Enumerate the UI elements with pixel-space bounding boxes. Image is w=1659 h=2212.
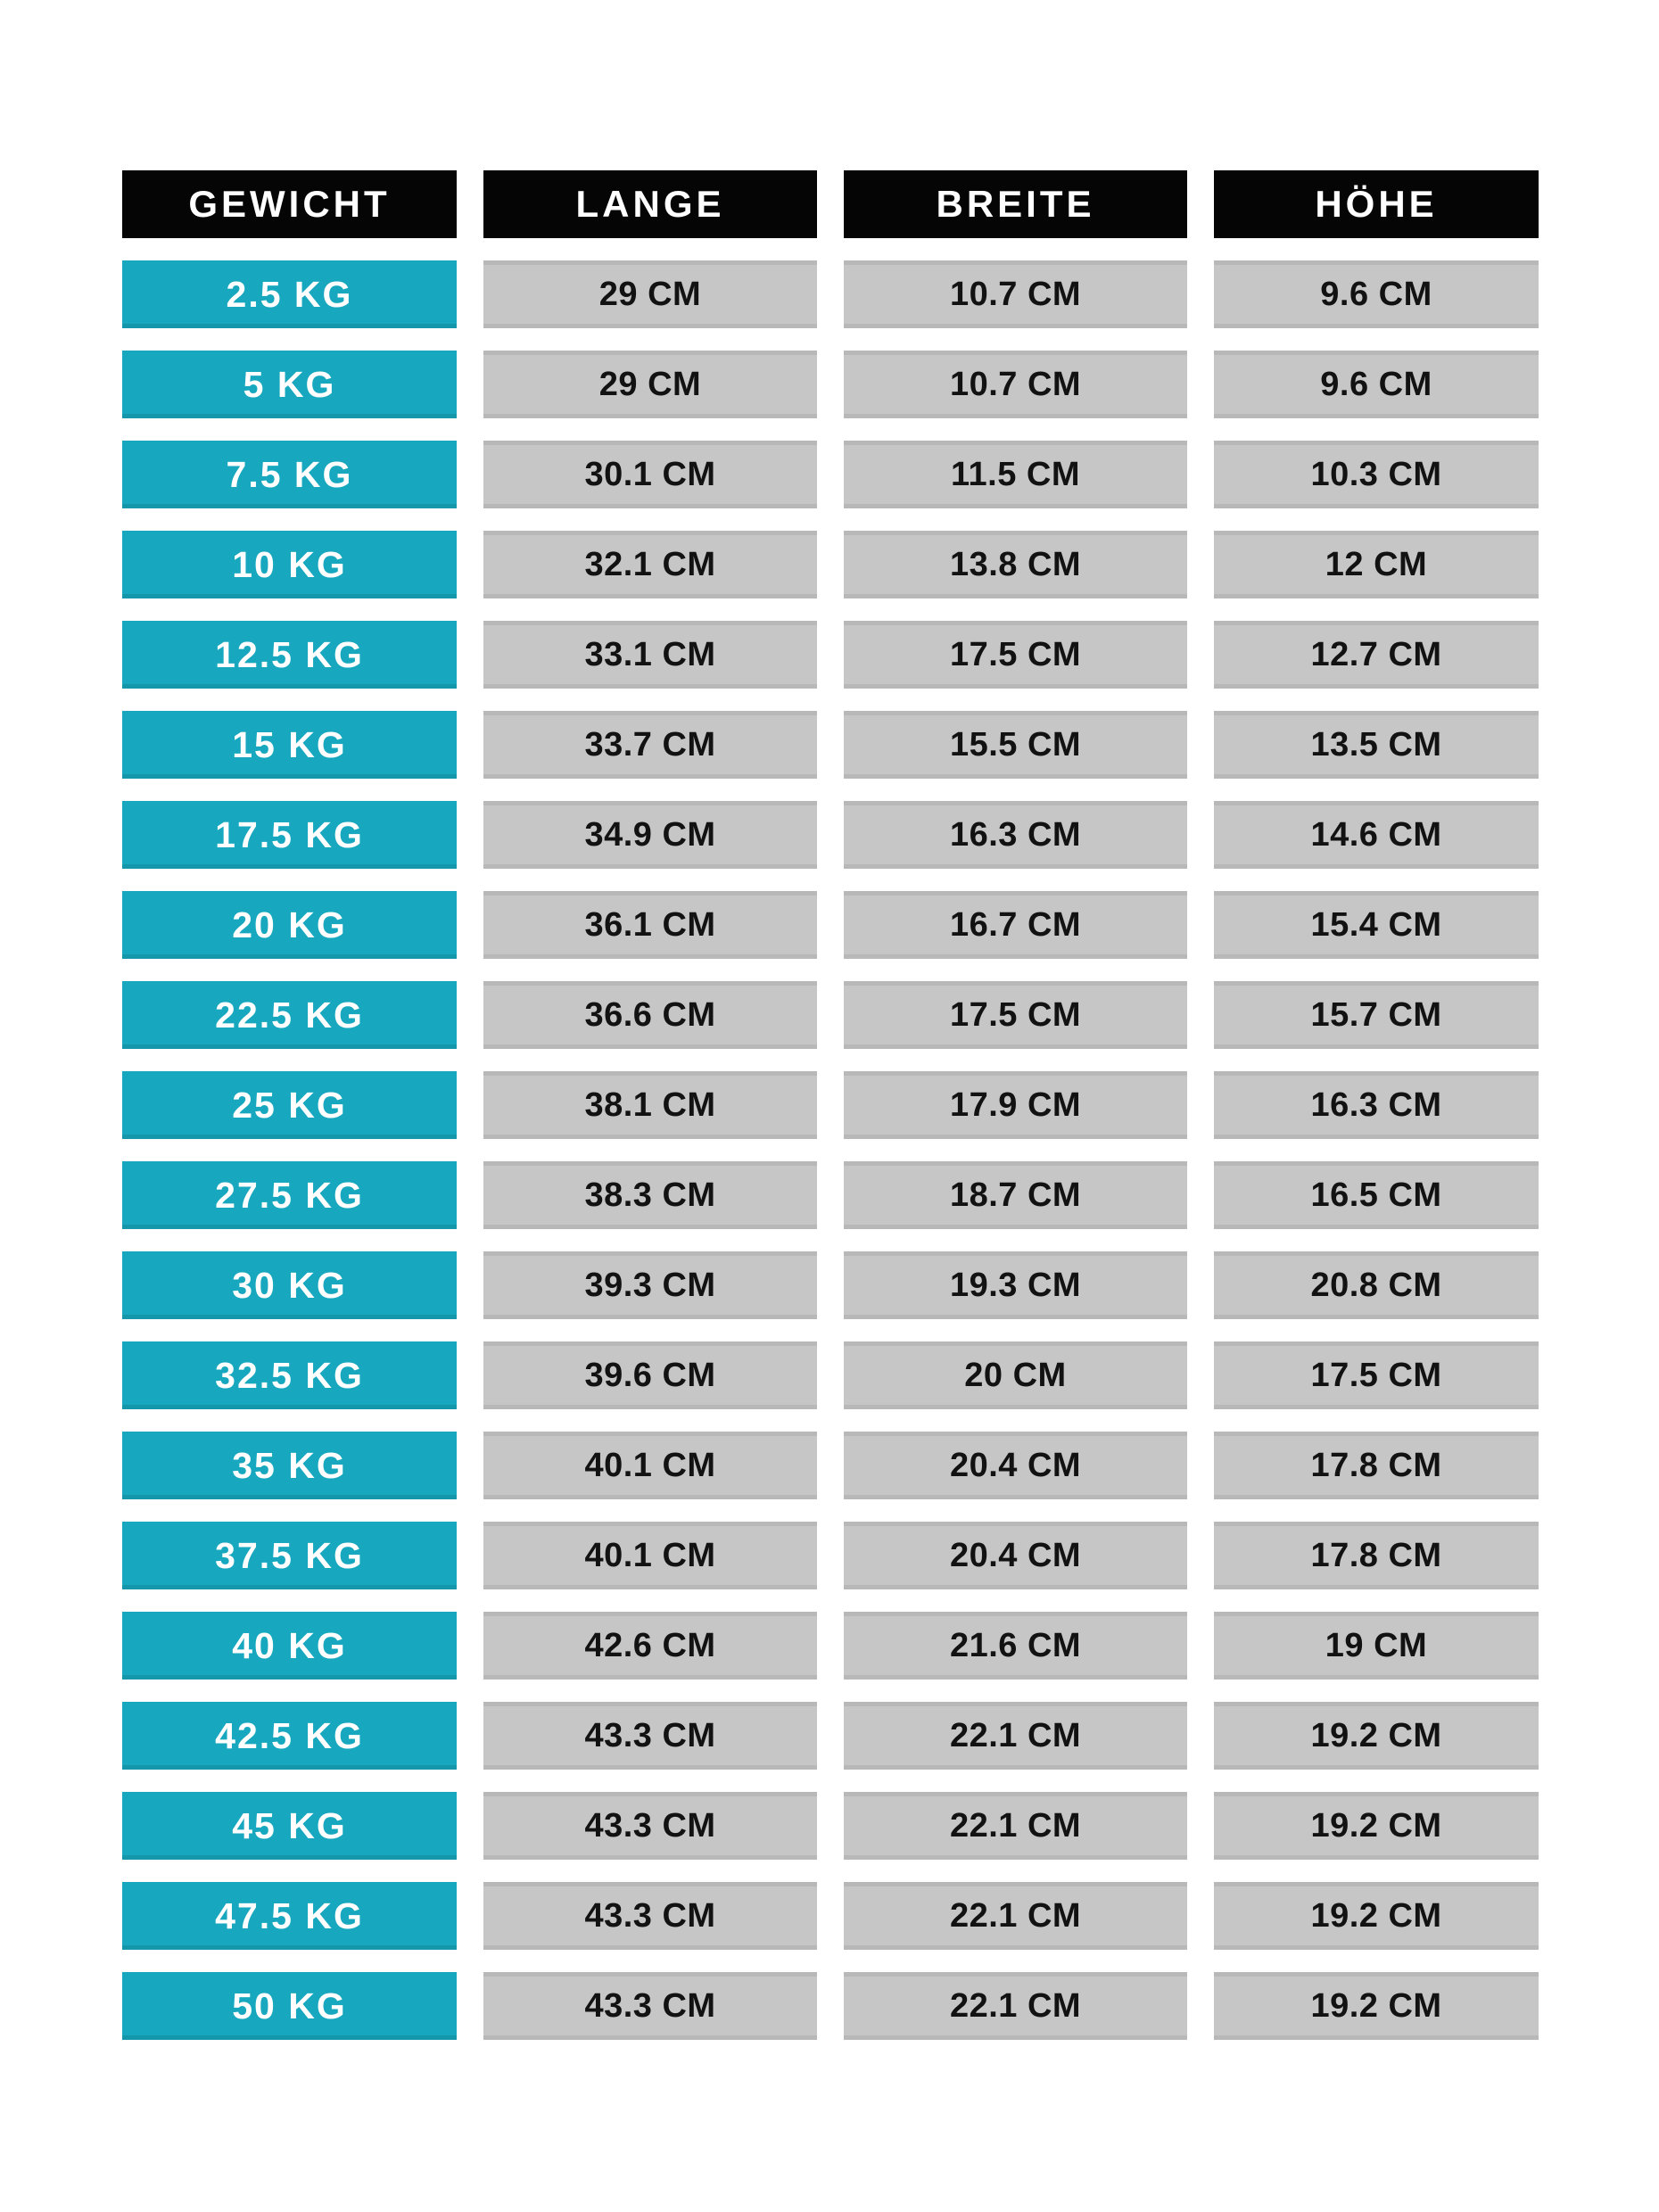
dimension-cell-lange: 39.6 CM	[483, 1341, 817, 1409]
dimension-cell-hohe: 19.2 CM	[1214, 1882, 1539, 1950]
dimension-cell-breite: 19.3 CM	[844, 1251, 1187, 1319]
weight-cell: 15 KG	[122, 711, 457, 779]
weight-cell: 25 KG	[122, 1071, 457, 1139]
dimension-cell-breite: 15.5 CM	[844, 711, 1187, 779]
dimension-cell-lange: 43.3 CM	[483, 1702, 817, 1770]
dimension-cell-breite: 20 CM	[844, 1341, 1187, 1409]
weight-cell: 32.5 KG	[122, 1341, 457, 1409]
column-header-hohe: HÖHE	[1214, 170, 1539, 238]
dumbbell-dimensions-table: GEWICHT LANGE BREITE HÖHE 2.5 KG 29 CM 10.7 CM…	[122, 170, 1539, 2040]
weight-cell: 47.5 KG	[122, 1882, 457, 1950]
dimension-cell-hohe: 14.6 CM	[1214, 801, 1539, 869]
dimension-cell-lange: 38.1 CM	[483, 1071, 817, 1139]
dimension-cell-hohe: 19.2 CM	[1214, 1972, 1539, 2040]
dimension-cell-breite: 20.4 CM	[844, 1522, 1187, 1589]
dimension-cell-hohe: 10.3 CM	[1214, 441, 1539, 508]
dimension-cell-lange: 36.6 CM	[483, 981, 817, 1049]
dimension-cell-breite: 22.1 CM	[844, 1792, 1187, 1860]
weight-cell: 12.5 KG	[122, 621, 457, 689]
dimension-cell-hohe: 15.4 CM	[1214, 891, 1539, 959]
dimension-cell-breite: 10.7 CM	[844, 260, 1187, 328]
weight-cell: 2.5 KG	[122, 260, 457, 328]
column-header-breite: BREITE	[844, 170, 1187, 238]
dimension-cell-hohe: 15.7 CM	[1214, 981, 1539, 1049]
weight-cell: 20 KG	[122, 891, 457, 959]
dimension-cell-lange: 33.7 CM	[483, 711, 817, 779]
weight-cell: 45 KG	[122, 1792, 457, 1860]
dimension-cell-lange: 43.3 CM	[483, 1792, 817, 1860]
dimension-cell-lange: 36.1 CM	[483, 891, 817, 959]
dimension-cell-hohe: 19 CM	[1214, 1612, 1539, 1680]
column-header-gewicht: GEWICHT	[122, 170, 457, 238]
weight-cell: 27.5 KG	[122, 1161, 457, 1229]
dimension-cell-hohe: 16.5 CM	[1214, 1161, 1539, 1229]
dimension-cell-lange: 30.1 CM	[483, 441, 817, 508]
dimension-cell-lange: 40.1 CM	[483, 1432, 817, 1499]
weight-cell: 17.5 KG	[122, 801, 457, 869]
dimension-cell-breite: 16.7 CM	[844, 891, 1187, 959]
weight-cell: 22.5 KG	[122, 981, 457, 1049]
weight-cell: 5 KG	[122, 351, 457, 418]
dimension-cell-breite: 21.6 CM	[844, 1612, 1187, 1680]
dimension-cell-lange: 38.3 CM	[483, 1161, 817, 1229]
dimension-cell-hohe: 17.8 CM	[1214, 1522, 1539, 1589]
dimension-cell-lange: 43.3 CM	[483, 1972, 817, 2040]
dimension-cell-hohe: 12.7 CM	[1214, 621, 1539, 689]
dimension-cell-hohe: 9.6 CM	[1214, 260, 1539, 328]
dimension-cell-breite: 10.7 CM	[844, 351, 1187, 418]
dimension-cell-hohe: 19.2 CM	[1214, 1792, 1539, 1860]
dimension-cell-lange: 40.1 CM	[483, 1522, 817, 1589]
dimension-cell-breite: 22.1 CM	[844, 1882, 1187, 1950]
dimension-cell-breite: 18.7 CM	[844, 1161, 1187, 1229]
dimension-cell-hohe: 13.5 CM	[1214, 711, 1539, 779]
dimension-cell-hohe: 17.8 CM	[1214, 1432, 1539, 1499]
dimension-cell-breite: 17.5 CM	[844, 981, 1187, 1049]
dimension-cell-lange: 34.9 CM	[483, 801, 817, 869]
dimension-cell-hohe: 19.2 CM	[1214, 1702, 1539, 1770]
dimension-cell-hohe: 12 CM	[1214, 531, 1539, 598]
dimension-cell-breite: 22.1 CM	[844, 1972, 1187, 2040]
dimension-cell-breite: 17.9 CM	[844, 1071, 1187, 1139]
weight-cell: 37.5 KG	[122, 1522, 457, 1589]
weight-cell: 35 KG	[122, 1432, 457, 1499]
weight-cell: 40 KG	[122, 1612, 457, 1680]
column-header-lange: LANGE	[483, 170, 817, 238]
dimension-cell-breite: 20.4 CM	[844, 1432, 1187, 1499]
dimension-cell-lange: 29 CM	[483, 260, 817, 328]
dimension-cell-hohe: 9.6 CM	[1214, 351, 1539, 418]
dimension-cell-lange: 29 CM	[483, 351, 817, 418]
dimension-cell-hohe: 17.5 CM	[1214, 1341, 1539, 1409]
dimension-cell-breite: 11.5 CM	[844, 441, 1187, 508]
dimension-cell-hohe: 20.8 CM	[1214, 1251, 1539, 1319]
dimension-cell-breite: 13.8 CM	[844, 531, 1187, 598]
dimension-cell-lange: 32.1 CM	[483, 531, 817, 598]
dimension-cell-lange: 43.3 CM	[483, 1882, 817, 1950]
weight-cell: 7.5 KG	[122, 441, 457, 508]
dimension-cell-lange: 42.6 CM	[483, 1612, 817, 1680]
dimension-cell-breite: 16.3 CM	[844, 801, 1187, 869]
dimension-cell-lange: 39.3 CM	[483, 1251, 817, 1319]
weight-cell: 42.5 KG	[122, 1702, 457, 1770]
dimension-cell-hohe: 16.3 CM	[1214, 1071, 1539, 1139]
weight-cell: 50 KG	[122, 1972, 457, 2040]
dimension-cell-lange: 33.1 CM	[483, 621, 817, 689]
dimension-cell-breite: 17.5 CM	[844, 621, 1187, 689]
weight-cell: 30 KG	[122, 1251, 457, 1319]
dimension-cell-breite: 22.1 CM	[844, 1702, 1187, 1770]
weight-cell: 10 KG	[122, 531, 457, 598]
